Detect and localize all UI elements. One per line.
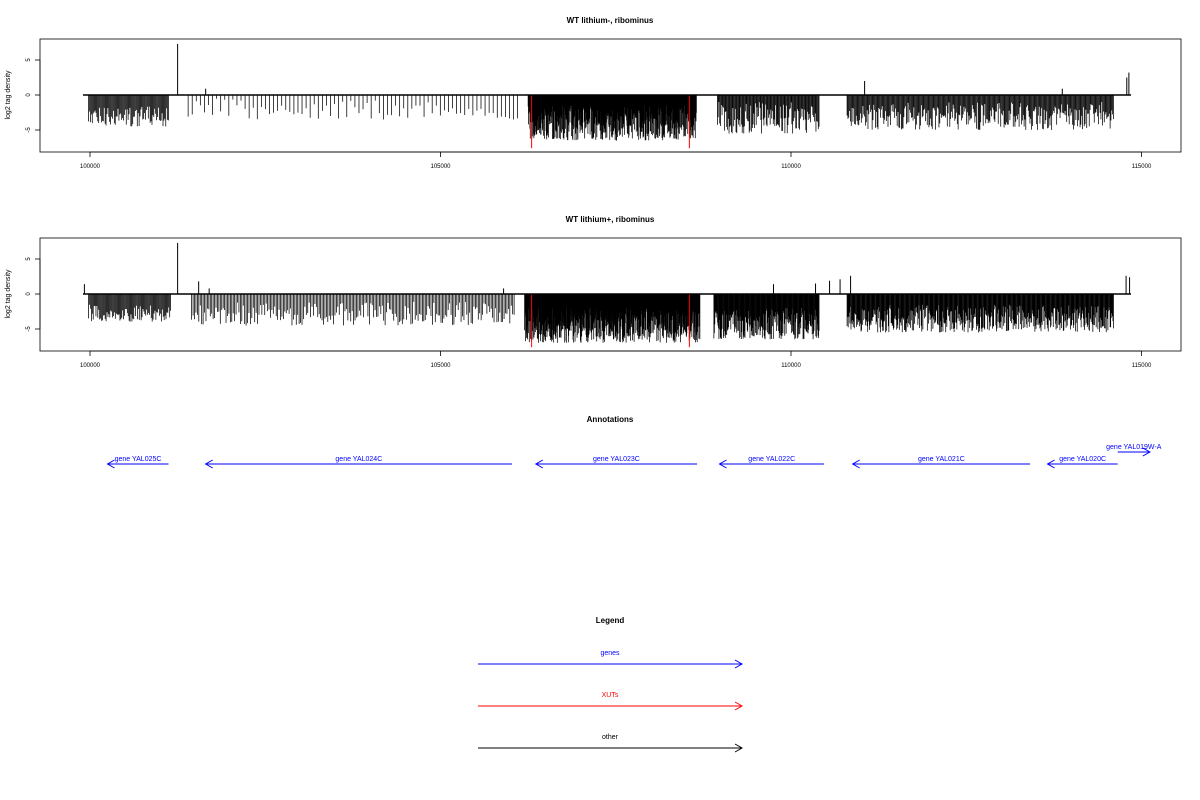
- arrow-head: [734, 659, 744, 669]
- x-tick-label: 115000: [1132, 164, 1152, 170]
- legend-label: XUTs: [602, 692, 619, 699]
- x-tick-label: 110000: [781, 164, 801, 170]
- legend-item: XUTs: [478, 692, 744, 711]
- x-axis: 100000 105000 110000 115000: [80, 350, 1152, 369]
- legend-items: genes XUTs other: [478, 650, 744, 753]
- y-tick-label: 0: [26, 292, 32, 296]
- legend: Legend genes XUTs other: [478, 616, 744, 753]
- x-axis: 100000 105000 110000 115000: [80, 151, 1152, 170]
- gene-arrow: gene YAL021C: [851, 456, 1031, 469]
- y-axis: 5 0 -5: [26, 58, 41, 133]
- arrow-head: [718, 459, 727, 469]
- arrow-head: [534, 459, 544, 469]
- y-axis-label: log2 tag density: [5, 269, 12, 319]
- legend-item: other: [478, 734, 744, 753]
- y-tick-label: -5: [26, 326, 32, 332]
- density-bars: [82, 242, 1131, 348]
- arrow-head: [734, 743, 744, 753]
- gene-arrow: gene YAL022C: [718, 456, 824, 469]
- legend-label: genes: [600, 650, 620, 657]
- x-tick-label: 115000: [1132, 363, 1152, 369]
- gene-label: gene YAL019W-A: [1106, 444, 1162, 451]
- y-axis-label: log2 tag density: [5, 70, 12, 120]
- x-tick-label: 105000: [430, 363, 451, 369]
- gene-arrow: gene YAL019W-A: [1106, 444, 1162, 457]
- gene-label: gene YAL023C: [593, 456, 640, 463]
- gene-label: gene YAL024C: [335, 456, 382, 463]
- y-axis: 5 0 -5: [26, 257, 41, 332]
- y-tick-label: 0: [26, 93, 32, 97]
- panel-title: WT lithium+, ribominus: [566, 215, 655, 224]
- gene-arrows: gene YAL025C gene YAL024C gene YAL023C gene…: [106, 444, 1162, 469]
- gene-label: gene YAL020C: [1059, 456, 1106, 463]
- density-bars: [82, 43, 1131, 149]
- panel-title: WT lithium-, ribominus: [567, 16, 654, 25]
- y-tick-label: 5: [26, 257, 32, 261]
- annotations-track: Annotations gene YAL025C gene YAL024C gene…: [106, 415, 1162, 469]
- panel-lithium-minus: WT lithium-, ribominus 100000 105000 11000…: [5, 16, 1182, 170]
- arrow-head: [734, 701, 744, 711]
- x-tick-label: 100000: [80, 164, 101, 170]
- x-tick-label: 100000: [80, 363, 101, 369]
- gene-arrow: gene YAL020C: [1046, 456, 1118, 469]
- arrow-head: [1142, 447, 1151, 457]
- arrow-head: [106, 459, 115, 469]
- gene-arrow: gene YAL024C: [204, 456, 513, 469]
- y-tick-label: 5: [26, 58, 32, 62]
- arrow-head: [851, 459, 860, 469]
- gene-label: gene YAL025C: [115, 456, 162, 463]
- legend-item: genes: [478, 650, 744, 669]
- y-tick-label: -5: [26, 127, 32, 133]
- legend-label: other: [602, 734, 619, 741]
- arrow-head: [204, 459, 213, 469]
- arrow-head: [1046, 459, 1055, 469]
- gene-arrow: gene YAL025C: [106, 456, 169, 469]
- annotations-title: Annotations: [587, 415, 634, 424]
- gene-arrow: gene YAL023C: [534, 456, 698, 469]
- panel-lithium-plus: WT lithium+, ribominus 100000 105000 11000…: [5, 215, 1182, 369]
- x-tick-label: 110000: [781, 363, 801, 369]
- legend-title: Legend: [596, 616, 625, 625]
- x-tick-label: 105000: [430, 164, 451, 170]
- gene-label: gene YAL022C: [748, 456, 795, 463]
- gene-label: gene YAL021C: [918, 456, 965, 463]
